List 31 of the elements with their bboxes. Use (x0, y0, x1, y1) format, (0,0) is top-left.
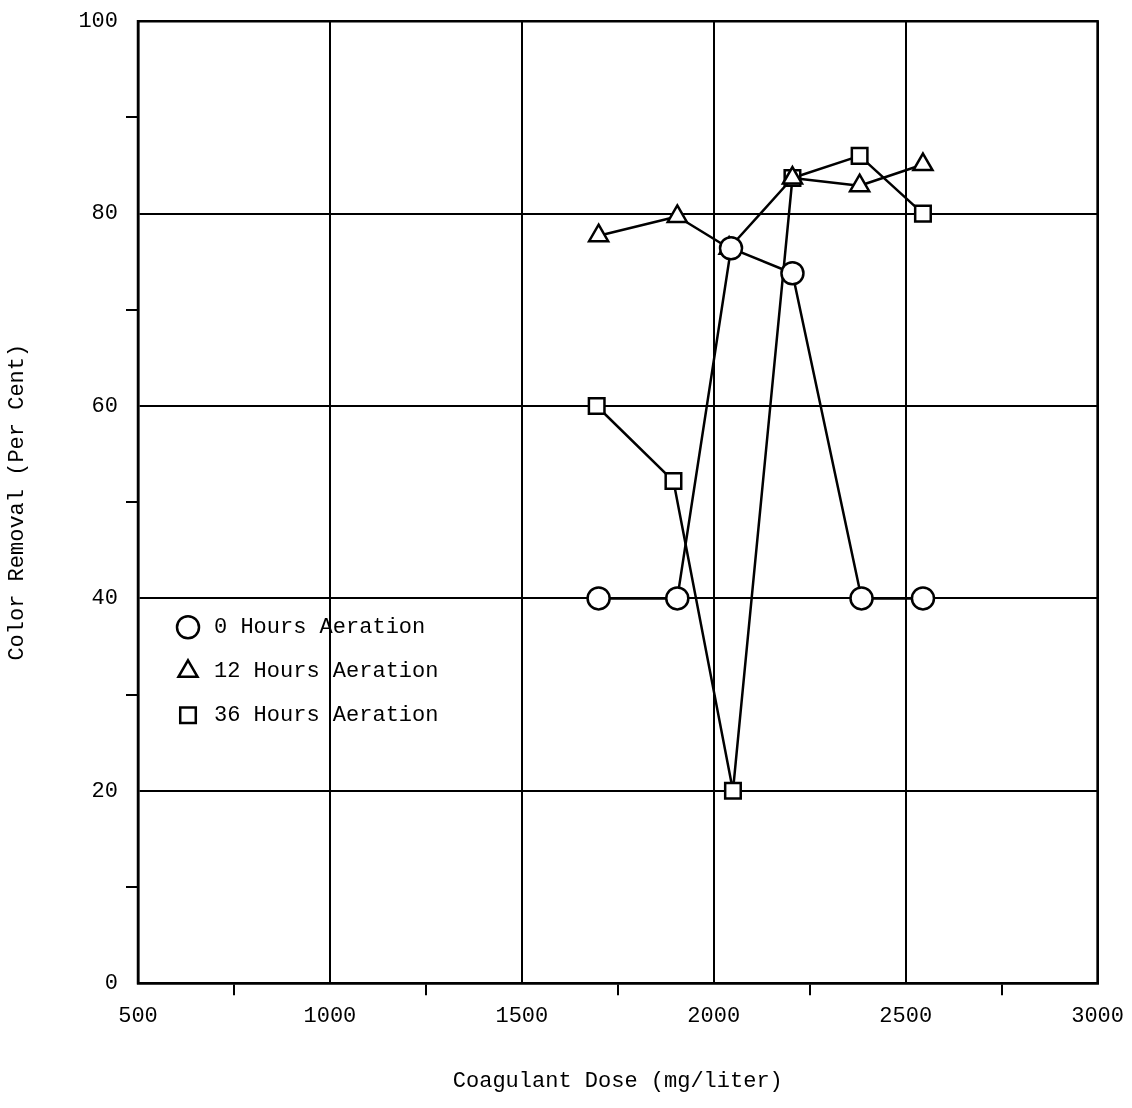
x-tick-label: 2500 (879, 1004, 933, 1030)
point (849, 586, 874, 611)
x-tick-label: 3000 (1071, 1004, 1124, 1030)
y-tick-label: 100 (78, 9, 119, 35)
y-tick-label: 20 (91, 778, 119, 804)
point (912, 152, 934, 172)
y-axis-title: Color Removal (Per Cent) (5, 343, 31, 661)
legend-label: 12 Hours Aeration (214, 659, 439, 685)
point (665, 586, 690, 611)
point (913, 204, 932, 223)
point (664, 472, 683, 491)
x-tick-label: 500 (118, 1004, 158, 1030)
x-tick-label: 2000 (687, 1004, 741, 1030)
point (587, 223, 610, 243)
point (718, 235, 744, 261)
x-tick-label: 1000 (303, 1004, 357, 1030)
point (587, 396, 606, 416)
point (850, 146, 869, 165)
point (723, 781, 742, 800)
point (910, 586, 936, 611)
legend-label: 36 Hours Aeration (214, 703, 439, 729)
y-tick-label: 60 (91, 393, 119, 419)
point (586, 586, 611, 611)
point (848, 173, 871, 193)
y-tick-label: 0 (104, 971, 119, 997)
point (780, 260, 805, 286)
y-tick-label: 80 (91, 201, 119, 227)
point (666, 204, 689, 224)
x-axis-title: Coagulant Dose (mg/liter) (452, 1068, 783, 1094)
x-tick-label: 1500 (495, 1004, 549, 1030)
y-tick-label: 40 (91, 586, 119, 612)
